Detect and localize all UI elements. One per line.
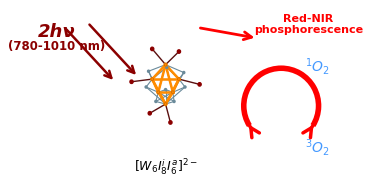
Circle shape [164, 63, 167, 66]
Circle shape [130, 80, 133, 84]
Circle shape [165, 89, 166, 91]
Circle shape [151, 47, 154, 51]
Text: 2hν: 2hν [38, 23, 75, 41]
Circle shape [177, 50, 181, 53]
Circle shape [169, 121, 172, 124]
Text: $^1O_2$: $^1O_2$ [305, 56, 330, 77]
Circle shape [166, 66, 168, 68]
Circle shape [198, 83, 201, 86]
Circle shape [183, 71, 185, 74]
Text: (780-1010 nm): (780-1010 nm) [8, 40, 105, 53]
Circle shape [155, 100, 157, 102]
Circle shape [148, 70, 149, 72]
Circle shape [151, 78, 154, 81]
Circle shape [157, 91, 159, 94]
Text: Red-NIR
phosphorescence: Red-NIR phosphorescence [254, 14, 363, 35]
Circle shape [184, 86, 186, 88]
Circle shape [145, 86, 147, 88]
Circle shape [148, 112, 151, 115]
Circle shape [172, 91, 174, 94]
Circle shape [178, 78, 180, 81]
Text: $^3O_2$: $^3O_2$ [305, 136, 330, 157]
Text: $[W_6I_8^iI_6^a]^{2-}$: $[W_6I_8^iI_6^a]^{2-}$ [134, 158, 197, 177]
Circle shape [173, 100, 175, 102]
Circle shape [164, 103, 167, 105]
